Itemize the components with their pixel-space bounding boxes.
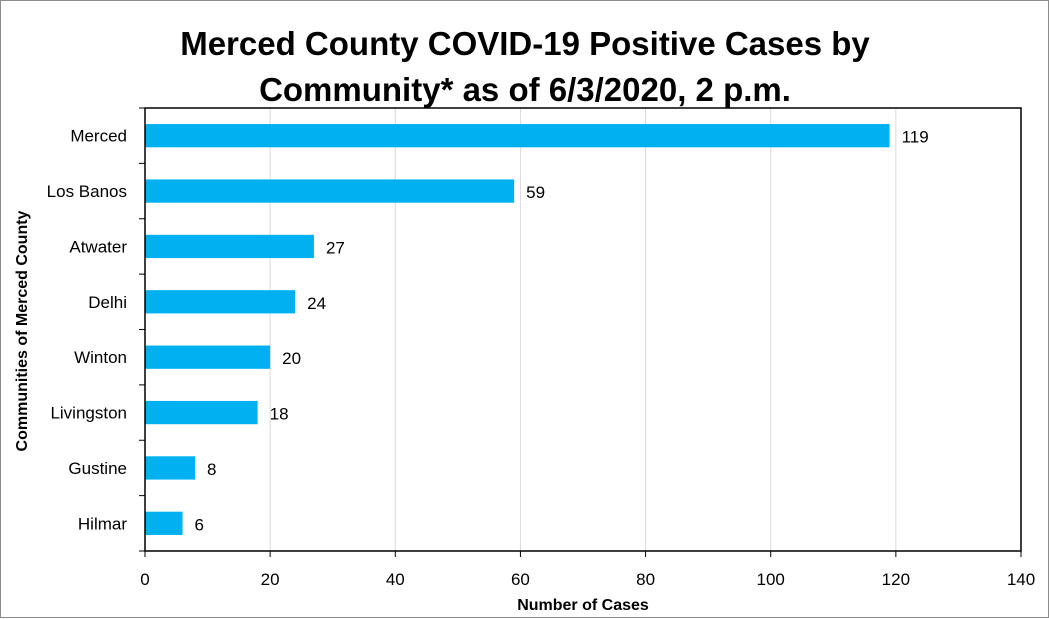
- x-tick-labels: 0 20 40 60 80 100 120 140: [140, 570, 1035, 589]
- data-labels: 119 59 27 24 20 18 8 6: [195, 128, 929, 535]
- category-label: Gustine: [68, 459, 127, 478]
- x-tick-label: 60: [511, 570, 530, 589]
- x-tick-label: 140: [1007, 570, 1035, 589]
- bar: [145, 234, 314, 259]
- x-tick-label: 20: [261, 570, 280, 589]
- bar: [145, 511, 183, 535]
- chart-title-line2: Community* as of 6/3/2020, 2 p.m.: [259, 71, 791, 108]
- x-axis-title: Number of Cases: [517, 597, 649, 614]
- plot-area-border: [144, 107, 1022, 552]
- bar: [145, 179, 515, 203]
- chart-title-line1: Merced County COVID-19 Positive Cases by: [180, 25, 870, 62]
- data-label: 6: [195, 515, 204, 534]
- data-label: 119: [902, 128, 929, 147]
- data-label: 8: [207, 460, 216, 479]
- x-tick-label: 40: [386, 570, 405, 589]
- category-label: Atwater: [69, 237, 127, 256]
- category-labels: Merced Los Banos Atwater Delhi Winton Livings…: [47, 127, 128, 534]
- category-label: Los Banos: [47, 182, 127, 201]
- category-label: Delhi: [88, 293, 127, 312]
- bar: [145, 290, 296, 314]
- x-tick-label: 0: [140, 570, 149, 589]
- data-label: 59: [526, 183, 545, 202]
- bar: [145, 345, 271, 369]
- x-tick-label: 120: [882, 570, 910, 589]
- data-label: 27: [326, 238, 345, 257]
- data-label: 20: [282, 349, 301, 368]
- category-label: Winton: [74, 348, 127, 367]
- data-label: 24: [307, 294, 326, 313]
- gridlines: [144, 108, 1022, 557]
- axes: [139, 107, 1022, 552]
- y-axis-title: Communities of Merced County: [14, 210, 31, 451]
- bar: [145, 456, 196, 480]
- category-label: Livingston: [50, 404, 127, 423]
- data-label: 18: [270, 405, 289, 424]
- category-label: Hilmar: [78, 514, 127, 533]
- bar: [145, 124, 890, 148]
- x-tick-label: 100: [757, 570, 785, 589]
- x-tick-label: 80: [636, 570, 655, 589]
- bar: [145, 400, 258, 425]
- category-label: Merced: [70, 127, 127, 146]
- bars: [145, 124, 890, 535]
